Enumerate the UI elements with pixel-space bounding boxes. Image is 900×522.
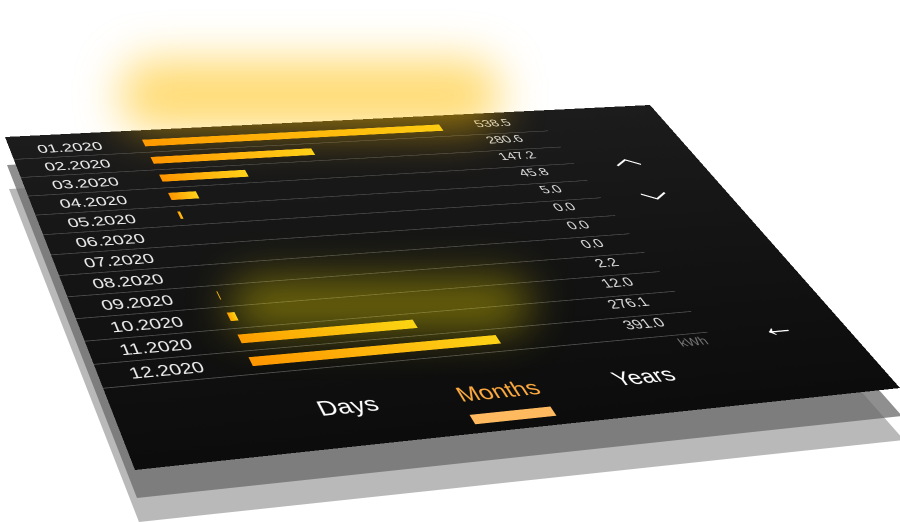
bar-05.2020	[177, 211, 184, 219]
bar-chart: 01.2020 538.5 02.2020 280.6 03.2020 147.2 0…	[5, 105, 708, 389]
value-label: 0.0	[577, 237, 608, 251]
value-label: 538.5	[471, 117, 514, 130]
value-label: 0.0	[563, 218, 593, 232]
bar-09.2020	[216, 291, 222, 300]
value-label: 147.2	[495, 149, 539, 163]
value-label: 391.0	[619, 315, 669, 333]
value-label: 12.0	[597, 275, 637, 291]
value-label: 2.2	[591, 255, 622, 270]
chevron-down-icon[interactable]: ﹀	[638, 190, 683, 215]
arrow-left-icon[interactable]: ←	[746, 310, 805, 344]
bar-03.2020	[159, 169, 250, 182]
tab-months[interactable]: Months	[450, 375, 546, 407]
month-label: 12.2020	[126, 359, 208, 383]
tab-years[interactable]: Years	[606, 362, 681, 391]
value-label: 5.0	[536, 183, 566, 196]
bar-10.2020	[226, 312, 239, 322]
unit-label: kWh	[675, 335, 712, 350]
bar-04.2020	[168, 191, 200, 201]
value-label: 280.6	[483, 133, 527, 146]
value-label: 45.8	[515, 166, 552, 179]
tab-days[interactable]: Days	[311, 391, 384, 421]
value-label: 0.0	[549, 200, 579, 214]
chevron-up-icon[interactable]: ︿	[602, 147, 646, 170]
value-label: 276.1	[604, 295, 653, 312]
